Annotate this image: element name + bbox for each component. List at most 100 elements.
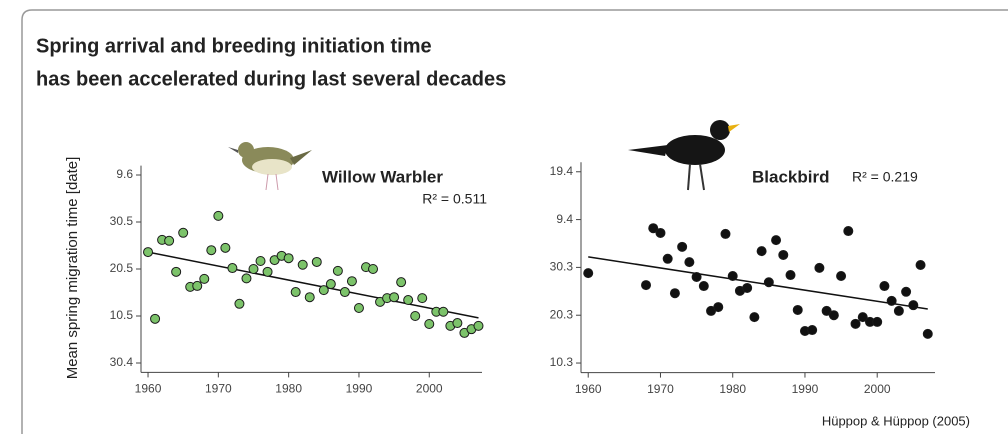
- point: [850, 318, 861, 329]
- annotation: Willow Warbler: [322, 167, 443, 186]
- y-axis-label: Mean spring migration time [date]: [64, 157, 81, 380]
- point: [297, 259, 308, 270]
- point: [922, 328, 933, 339]
- point: [227, 263, 238, 274]
- point: [778, 249, 789, 260]
- annotation: R² = 0.511: [422, 191, 487, 207]
- y-tick-label: 9.4: [556, 212, 573, 226]
- x-tick-label: 1990: [792, 382, 819, 396]
- point: [893, 305, 904, 316]
- point: [192, 280, 203, 291]
- x-tick-label: 1990: [346, 382, 373, 396]
- point: [241, 273, 252, 284]
- trend-line: [147, 251, 479, 319]
- point: [424, 318, 435, 329]
- title-line: has been accelerated during last several…: [36, 68, 506, 90]
- point: [749, 312, 760, 323]
- point: [814, 262, 825, 273]
- point: [684, 257, 695, 268]
- point: [872, 316, 883, 327]
- point: [641, 280, 652, 291]
- point: [583, 268, 594, 279]
- point: [821, 305, 832, 316]
- point: [325, 279, 336, 290]
- y-tick-label: 19.4: [550, 164, 574, 178]
- point: [213, 210, 224, 221]
- point: [662, 253, 673, 264]
- point: [713, 302, 724, 313]
- point: [792, 304, 803, 315]
- point: [648, 223, 659, 234]
- y-tick-label: 30.4: [110, 355, 134, 369]
- point: [843, 226, 854, 237]
- trend-line: [588, 256, 928, 310]
- title-line: Spring arrival and breeding initiation t…: [36, 35, 432, 57]
- point: [171, 266, 182, 277]
- x-tick-label: 1980: [719, 382, 746, 396]
- y-tick-label: 30.3: [550, 260, 574, 274]
- point: [332, 265, 343, 276]
- point: [473, 320, 484, 331]
- point: [417, 293, 428, 304]
- x-tick-label: 1970: [647, 382, 674, 396]
- point: [669, 288, 680, 299]
- x-tick-label: 1970: [205, 382, 232, 396]
- point: [283, 253, 294, 264]
- point: [318, 285, 329, 296]
- x-tick-label: 1960: [575, 382, 602, 396]
- point: [206, 245, 217, 256]
- point: [763, 277, 774, 288]
- willow-warbler-icon: [228, 142, 312, 191]
- x-tick-label: 1980: [275, 382, 302, 396]
- point: [720, 228, 731, 239]
- point: [396, 277, 407, 288]
- point: [403, 295, 414, 306]
- point: [304, 292, 315, 303]
- point: [234, 298, 245, 309]
- point: [248, 264, 259, 274]
- point: [807, 325, 818, 336]
- point: [655, 227, 666, 238]
- point: [339, 287, 350, 298]
- y-tick-label: 9.6: [116, 167, 133, 181]
- point: [220, 242, 231, 253]
- point: [410, 311, 421, 321]
- point: [143, 247, 154, 258]
- x-tick-label: 2000: [864, 382, 891, 396]
- point: [742, 282, 753, 293]
- point: [368, 264, 379, 274]
- y-tick-label: 20.3: [550, 307, 574, 321]
- point: [255, 256, 266, 267]
- point: [915, 260, 926, 271]
- x-tick-label: 2000: [416, 382, 443, 396]
- point: [353, 303, 364, 314]
- point: [836, 271, 847, 282]
- point: [857, 312, 868, 323]
- point: [828, 310, 839, 321]
- y-tick-label: 20.5: [110, 261, 134, 275]
- point: [164, 235, 175, 246]
- point: [311, 256, 322, 267]
- frame: [21, 9, 1008, 434]
- point: [771, 235, 782, 246]
- point: [756, 246, 767, 257]
- point: [879, 281, 890, 292]
- blackbird-icon: [628, 120, 740, 191]
- point: [677, 241, 688, 252]
- y-tick-label: 30.5: [110, 214, 134, 228]
- point: [290, 287, 301, 298]
- x-tick-label: 1960: [135, 382, 162, 396]
- point: [886, 295, 897, 306]
- point: [199, 273, 210, 284]
- annotation: Blackbird: [752, 167, 829, 186]
- point: [727, 271, 738, 282]
- annotation: R² = 0.219: [852, 169, 918, 185]
- point: [908, 300, 919, 311]
- y-tick-label: 10.3: [550, 355, 574, 369]
- point: [691, 271, 702, 282]
- source: Hüppop & Hüppop (2005): [822, 413, 970, 428]
- point: [150, 313, 161, 324]
- point: [346, 276, 357, 287]
- point: [901, 286, 912, 297]
